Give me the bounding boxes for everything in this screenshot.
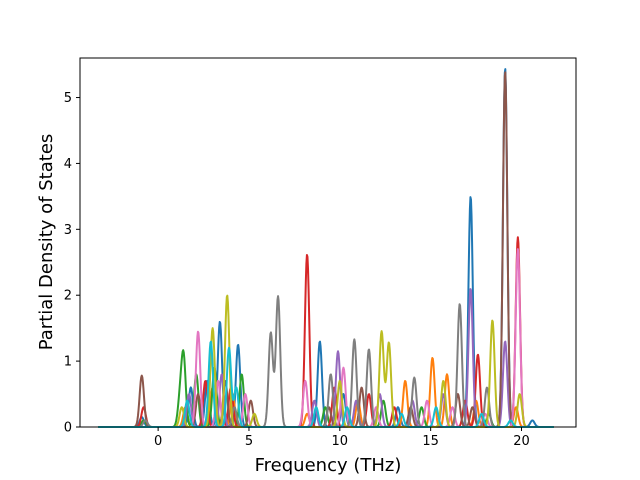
- y-axis: 0 1 2 3 4 5: [64, 91, 80, 436]
- x-axis-label: Frequency (THz): [255, 455, 402, 476]
- x-tick-label: 20: [513, 434, 530, 449]
- y-tick-label: 5: [64, 91, 72, 106]
- x-tick-label: 0: [154, 434, 162, 449]
- y-axis-label: Partial Density of States: [36, 134, 57, 351]
- x-tick-label: 15: [422, 434, 439, 449]
- y-tick-label: 1: [64, 355, 72, 370]
- y-tick-label: 2: [64, 289, 72, 304]
- y-tick-label: 4: [64, 157, 72, 172]
- y-tick-label: 3: [64, 223, 72, 238]
- x-tick-label: 5: [245, 434, 253, 449]
- y-tick-label: 0: [64, 421, 72, 436]
- x-tick-label: 10: [332, 434, 349, 449]
- plot-frame: [79, 57, 577, 428]
- x-axis: 0 5 10 15 20: [154, 427, 530, 449]
